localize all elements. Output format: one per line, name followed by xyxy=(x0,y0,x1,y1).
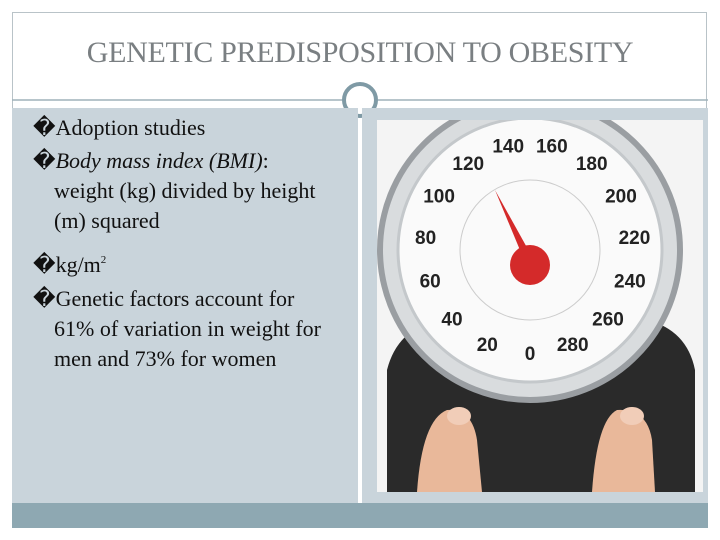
bullet-marker: � xyxy=(33,252,56,277)
bullet-item: �kg/m2 xyxy=(33,245,333,280)
dial-label: 220 xyxy=(619,228,651,249)
dial-label: 240 xyxy=(614,271,646,292)
bullet-item: �Genetic factors account for 61% of vari… xyxy=(33,284,333,374)
dial-label: 180 xyxy=(576,154,608,175)
dial-label: 80 xyxy=(415,228,436,249)
bullet-text: : weight (kg) divided by height (m) squa… xyxy=(54,148,316,233)
footer-bar xyxy=(12,503,708,528)
bullet-item: �Adoption studies xyxy=(33,113,333,143)
dial-label: 60 xyxy=(420,271,441,292)
dial-label: 160 xyxy=(536,136,568,157)
dial-label: 140 xyxy=(492,136,524,157)
dial-label: 100 xyxy=(423,187,455,208)
bullet-text: kg/m xyxy=(55,252,101,277)
bullet-text: Body mass index (BMI) xyxy=(55,148,263,173)
bullet-marker: � xyxy=(33,148,56,173)
bullet-marker: � xyxy=(33,115,56,140)
dial-label: 200 xyxy=(605,187,637,208)
text-panel xyxy=(12,108,358,503)
bullet-list: �Adoption studies �Body mass index (BMI):… xyxy=(33,113,333,377)
bullet-text: Adoption studies xyxy=(55,115,206,140)
bullet-text: Genetic factors account for 61% of varia… xyxy=(54,286,321,371)
dial-label: 120 xyxy=(452,154,484,175)
bullet-text: 2 xyxy=(100,254,107,266)
dial-label: 40 xyxy=(441,309,462,330)
dial-label: 280 xyxy=(557,335,589,356)
dial-label: 20 xyxy=(477,335,498,356)
dial-label: 260 xyxy=(592,309,624,330)
bullet-item: �Body mass index (BMI): weight (kg) divi… xyxy=(33,146,333,236)
slide-title: GENETIC PREDISPOSITION TO OBESITY xyxy=(86,36,634,69)
dial-label: 0 xyxy=(525,344,536,365)
bullet-marker: � xyxy=(33,286,56,311)
